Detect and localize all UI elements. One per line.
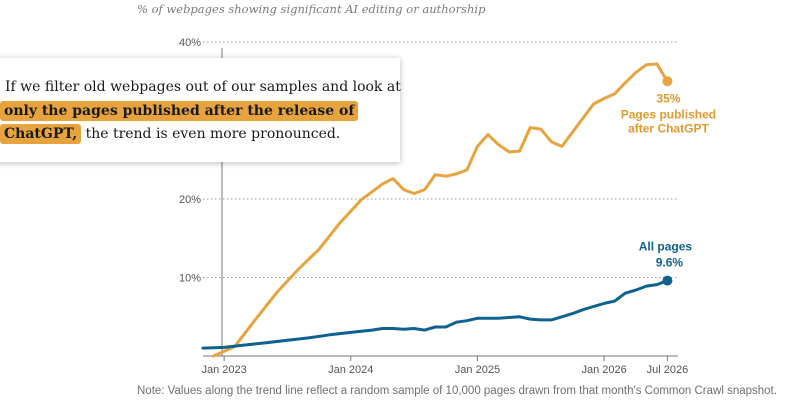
series-line-pages-after-chatgpt [212, 62, 669, 358]
y-tick-label: 10% [179, 273, 201, 285]
series-line-all-pages [201, 279, 669, 350]
orange-series-label: Pages published [621, 107, 716, 121]
y-tick-label: 20% [179, 194, 201, 206]
series-end-point-all-pages [662, 275, 673, 286]
callout-highlight-1: only the pages published after the relea… [0, 101, 359, 121]
blue-value-label: 9.6% [656, 256, 684, 270]
orange-value-label: 35% [656, 91, 680, 105]
callout-line-2: only the pages published after the relea… [0, 101, 359, 121]
series-end-point-pages-after-chatgpt [662, 76, 673, 87]
blue-series-label: All pages [639, 240, 693, 254]
x-tick-label: Jan 2024 [328, 364, 373, 376]
chart-subtitle: % of webpages showing significant AI edi… [137, 2, 486, 16]
x-tick-label: Jan 2025 [455, 364, 500, 376]
footnote: Note: Values along the trend line reflec… [137, 385, 777, 397]
callout-highlight-2: ChatGPT, [0, 124, 82, 144]
x-tick-label: Jan 2023 [201, 364, 246, 376]
callout-line-3: ChatGPT, the trend is even more pronounc… [0, 124, 341, 144]
x-tick-label: Jul 2026 [647, 364, 689, 376]
callout-line-1: If we filter old webpages out of our sam… [5, 79, 401, 95]
callout-rest-text: the trend is even more pronounced. [85, 126, 341, 142]
x-tick-label: Jan 2026 [581, 364, 626, 376]
y-tick-label: 40% [179, 37, 201, 49]
callout-box: If we filter old webpages out of our sam… [0, 58, 401, 162]
orange-series-label: after ChatGPT [628, 121, 709, 135]
